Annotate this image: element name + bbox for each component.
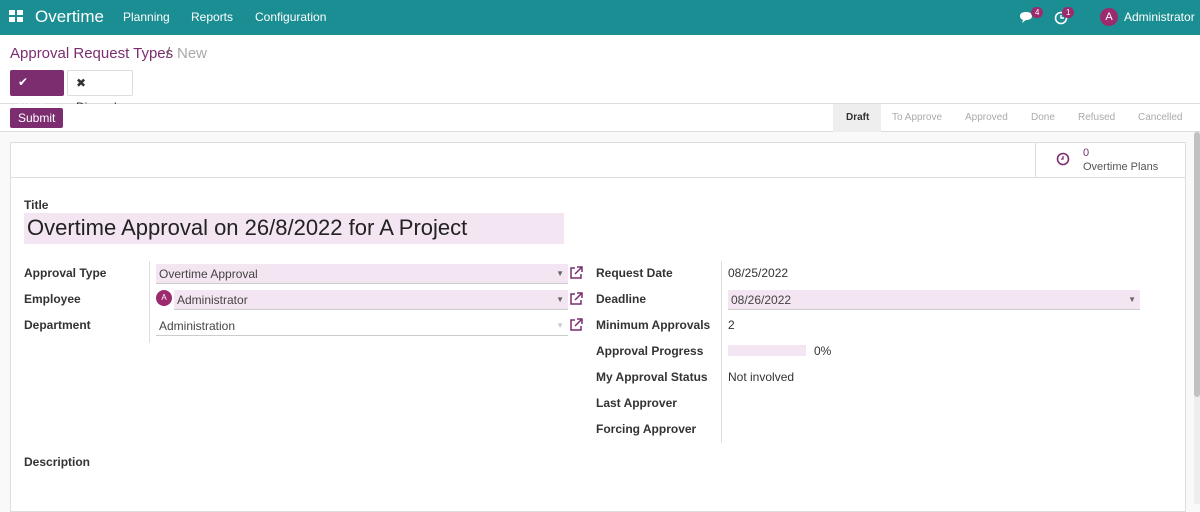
field-label: Forcing Approver	[596, 422, 697, 436]
smart-label: Overtime Plans	[1083, 161, 1159, 173]
status-step: Refused	[1078, 112, 1116, 123]
control-panel: Approval Request Types / New ✔ Save ✖ Di…	[0, 35, 1200, 114]
smart-button[interactable]: 0 Overtime Plans	[1035, 143, 1185, 177]
button-box-border	[11, 177, 1185, 178]
field-label: Department	[24, 318, 91, 332]
status-step: Done	[1031, 112, 1055, 123]
field-label: Last Approver	[596, 396, 677, 410]
field-label: Deadline	[596, 292, 647, 306]
employee-input[interactable]: Administrator ▼	[174, 290, 568, 310]
user-avatar[interactable]: A	[1100, 8, 1118, 26]
status-header: Submit Draft To Approve Approved Done Re…	[0, 104, 1200, 132]
field-value: 08/25/2022	[728, 266, 789, 280]
progress-label: 0%	[814, 344, 832, 358]
title-input[interactable]: Overtime Approval on 26/8/2022 for A Pro…	[24, 213, 564, 244]
field-label: Approval Progress	[596, 344, 704, 358]
external-link[interactable]	[569, 292, 583, 306]
field-label: Title	[24, 198, 49, 212]
department-input[interactable]: Administration ▼	[156, 316, 568, 336]
breadcrumb-current: New	[177, 45, 208, 62]
save-button[interactable]: ✔ Save	[10, 70, 64, 113]
employee-avatar: A	[156, 290, 172, 306]
activities-badge: 1	[1062, 7, 1075, 18]
menu-item[interactable]: Planning	[123, 10, 170, 24]
field-value: Not involved	[728, 370, 795, 384]
scrollbar	[1194, 132, 1200, 504]
field-label: Approval Type	[24, 266, 107, 280]
field-label: Description	[24, 455, 91, 469]
activities-icon[interactable]	[1054, 11, 1068, 25]
status-step: Draft	[846, 112, 870, 123]
status-step: Cancelled	[1138, 112, 1183, 123]
field-label: Employee	[24, 292, 81, 306]
caret: ▼	[1128, 295, 1136, 304]
navbar: Overtime Planning Reports Configuration …	[0, 0, 1200, 35]
field-value: 08/26/2022	[731, 293, 792, 307]
apps-icon[interactable]	[9, 10, 25, 24]
form-sheet: 0 Overtime Plans Title Overtime Approval…	[10, 142, 1186, 512]
breadcrumb-parent[interactable]: Approval Request Types	[10, 45, 174, 62]
menu-item[interactable]: Configuration	[255, 10, 327, 24]
field-value: Administration	[159, 319, 236, 333]
status-step: Approved	[965, 112, 1008, 123]
field-value: Overtime Approval	[159, 267, 258, 281]
submit-button[interactable]: Submit	[10, 108, 64, 128]
caret: ▼	[556, 295, 564, 304]
clock-icon	[1056, 152, 1070, 166]
field-label: Minimum Approvals	[596, 318, 711, 332]
deadline-input[interactable]: 08/26/2022 ▼	[728, 290, 1140, 310]
discard-button[interactable]: ✖ Discard	[67, 70, 133, 114]
separator	[721, 261, 722, 443]
smart-count: 0	[1083, 147, 1090, 159]
field-value: Administrator	[177, 293, 248, 307]
field-label: Request Date	[596, 266, 673, 280]
app-name[interactable]: Overtime	[35, 7, 104, 26]
user-name[interactable]: Administrator	[1124, 10, 1195, 24]
breadcrumb-separator: /	[166, 45, 171, 62]
messages-badge: 4	[1031, 7, 1044, 18]
external-link[interactable]	[569, 266, 583, 280]
messages-icon[interactable]	[1019, 11, 1034, 24]
status-current-bg	[833, 104, 881, 132]
field-label: My Approval Status	[596, 370, 708, 384]
external-link[interactable]	[569, 318, 583, 332]
separator	[149, 261, 150, 343]
field-value: 2	[728, 318, 735, 332]
approval-type-input[interactable]: Overtime Approval ▼	[156, 264, 568, 284]
progress-track	[728, 345, 806, 356]
scroll-thumb[interactable]	[1194, 132, 1200, 397]
caret: ▼	[556, 321, 564, 330]
status-step: To Approve	[892, 112, 943, 123]
caret: ▼	[556, 269, 564, 278]
menu-item[interactable]: Reports	[191, 10, 234, 24]
